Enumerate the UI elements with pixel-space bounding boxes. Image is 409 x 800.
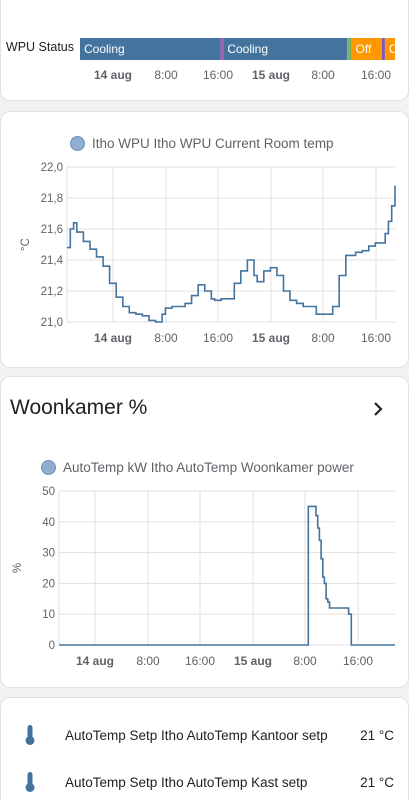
y-tick-label: 30	[42, 548, 55, 560]
y-tick-label: 22,0	[41, 162, 63, 174]
y-tick-label: 21,8	[41, 193, 63, 205]
timeline-segment-label: Off	[356, 42, 372, 56]
woonkamer-power-legend[interactable]: AutoTemp kW Itho AutoTemp Woonkamer powe…	[41, 460, 354, 475]
y-tick-label: 21,2	[41, 286, 63, 298]
x-tick-label: 8:00	[136, 654, 160, 668]
timeline-segment[interactable]	[381, 38, 385, 60]
y-axis-label: %	[12, 563, 24, 573]
timeline-tick-label: 8:00	[154, 68, 178, 82]
room-temp-chart[interactable]: 22,0 21,8 21,6 21,4 21,2 21,0 14 aug 8:00 16:00 1…	[1, 112, 409, 368]
y-tick-label: 40	[42, 517, 55, 529]
timeline-segment[interactable]	[351, 38, 382, 60]
entity-value: 21 °C	[360, 774, 394, 790]
x-tick-label: 15 aug	[252, 331, 290, 345]
y-tick-label: 0	[49, 640, 55, 652]
thermometer-icon	[25, 772, 35, 792]
timeline-segment-label: Cooling	[84, 42, 125, 56]
y-tick-label: 21,4	[41, 255, 64, 267]
y-tick-label: 10	[42, 609, 55, 621]
x-tick-label: 16:00	[185, 654, 215, 668]
entity-row-kast[interactable]: AutoTemp Setp Itho AutoTemp Kast setp 21…	[1, 759, 408, 800]
chart-grid	[58, 490, 395, 646]
y-axis-label: °C	[20, 238, 32, 251]
room-temp-card: Itho WPU Itho WPU Current Room temp 22,0…	[0, 111, 409, 368]
x-tick-label: 8:00	[154, 331, 178, 345]
timeline-label: WPU Status	[6, 40, 74, 54]
setpoints-card: AutoTemp Setp Itho AutoTemp Kantoor setp…	[0, 697, 409, 800]
timeline-segment-label: Off	[389, 42, 405, 56]
entity-name: AutoTemp Setp Itho AutoTemp Kantoor setp	[65, 727, 328, 743]
timeline-tick-label: 14 aug	[94, 68, 132, 82]
room-temp-legend[interactable]: Itho WPU Itho WPU Current Room temp	[70, 136, 334, 151]
timeline-segment[interactable]	[384, 38, 395, 60]
y-tick-label: 21,0	[41, 317, 63, 329]
thermometer-icon	[25, 725, 35, 745]
legend-label: Itho WPU Itho WPU Current Room temp	[92, 136, 334, 151]
timeline-segment[interactable]	[347, 38, 352, 60]
x-tick-label: 16:00	[203, 331, 233, 345]
chevron-right-icon[interactable]	[368, 399, 388, 419]
series-line[interactable]	[67, 185, 396, 323]
x-tick-label: 16:00	[343, 654, 373, 668]
x-tick-label: 16:00	[361, 331, 391, 345]
wpu-status-card: WPU Status Cooling Cooling Off Off 14 aug 8:…	[0, 0, 409, 101]
woonkamer-card: Woonkamer % AutoTemp kW Itho AutoTemp Wo…	[0, 376, 409, 688]
legend-color-dot	[70, 136, 85, 151]
series-line[interactable]	[59, 505, 395, 646]
x-tick-label: 8:00	[311, 331, 335, 345]
chart-grid	[66, 166, 395, 323]
wpu-status-timeline[interactable]: WPU Status Cooling Cooling Off Off 14 aug 8:…	[1, 0, 409, 101]
timeline-segment[interactable]	[223, 38, 348, 60]
legend-label: AutoTemp kW Itho AutoTemp Woonkamer powe…	[63, 460, 354, 475]
timeline-segment-label: Cooling	[227, 42, 268, 56]
y-tick-label: 20	[42, 578, 55, 590]
timeline-tick-label: 16:00	[361, 68, 391, 82]
timeline-tick-label: 15 aug	[252, 68, 290, 82]
timeline-tick-label: 16:00	[203, 68, 233, 82]
y-tick-label: 50	[42, 486, 55, 498]
timeline-segment[interactable]	[220, 38, 224, 60]
x-tick-label: 14 aug	[94, 331, 132, 345]
x-tick-label: 14 aug	[76, 654, 114, 668]
timeline-tick-label: 8:00	[311, 68, 335, 82]
woonkamer-title: Woonkamer %	[10, 396, 148, 419]
x-tick-label: 15 aug	[234, 654, 272, 668]
entity-name: AutoTemp Setp Itho AutoTemp Kast setp	[65, 774, 308, 790]
timeline-segment[interactable]	[80, 38, 221, 60]
woonkamer-power-chart[interactable]: 50 40 30 20 10 0 14 aug 8:00 16:00 15 aug 8:00 16:0…	[1, 377, 409, 688]
y-tick-label: 21,6	[41, 224, 63, 236]
legend-color-dot	[41, 460, 56, 475]
entity-value: 21 °C	[360, 727, 394, 743]
entity-row-kantoor[interactable]: AutoTemp Setp Itho AutoTemp Kantoor setp…	[1, 712, 408, 758]
x-tick-label: 8:00	[293, 654, 317, 668]
